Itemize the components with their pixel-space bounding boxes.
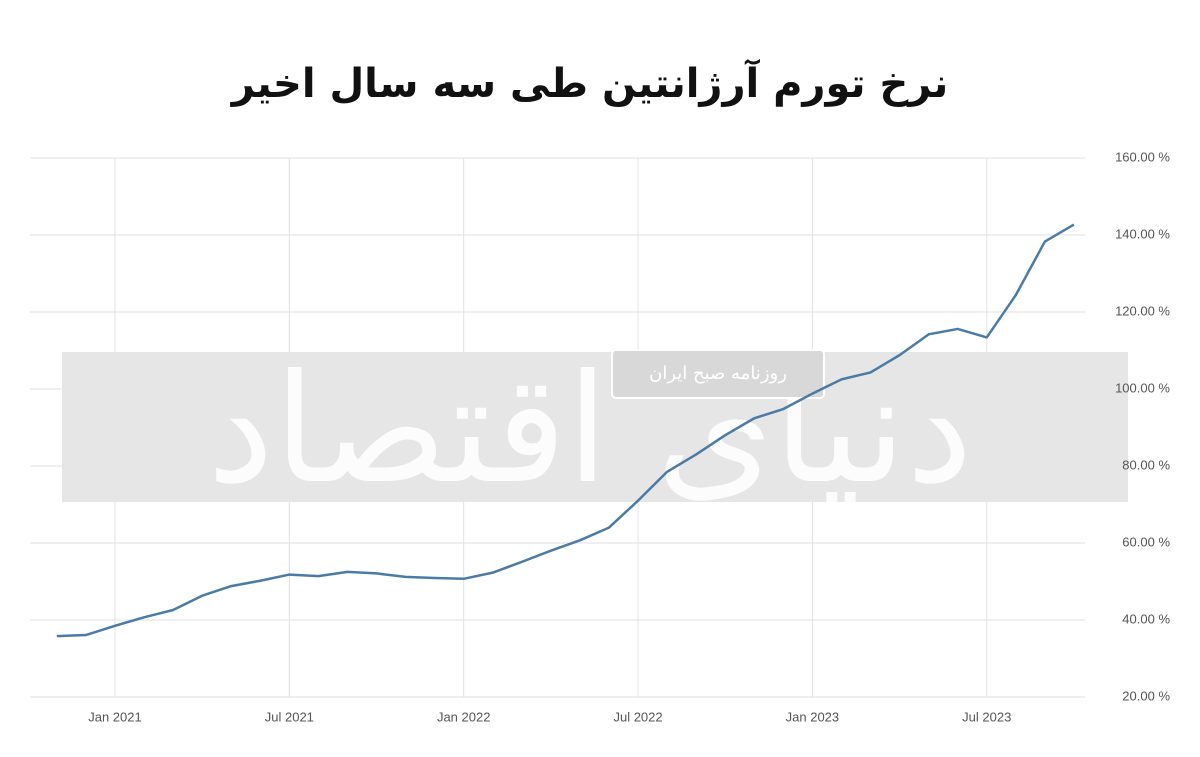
watermark-caption-box [611,349,825,399]
x-tick-label: Jul 2023 [962,709,1011,724]
x-tick-label: Jul 2021 [265,709,314,724]
y-tick-label: 80.00 % [1122,457,1170,472]
y-tick-label: 100.00 % [1115,380,1170,395]
x-tick-label: Jan 2021 [88,709,142,724]
watermark-band [62,352,1128,502]
x-tick-label: Jan 2022 [437,709,491,724]
x-tick-label: Jul 2022 [613,709,662,724]
y-tick-label: 160.00 % [1115,149,1170,164]
y-tick-label: 140.00 % [1115,226,1170,241]
chart-title: نرخ تورم آرژانتین طی سه سال اخیر [230,58,948,107]
data-line [56,223,1075,638]
y-tick-label: 60.00 % [1122,534,1170,549]
watermark-caption: روزنامه صبح ایران [649,363,787,384]
y-tick-label: 40.00 % [1122,611,1170,626]
x-tick-label: Jan 2023 [786,709,840,724]
y-tick-label: 120.00 % [1115,303,1170,318]
y-tick-label: 20.00 % [1122,688,1170,703]
watermark: دنیای اقتصاد [207,343,973,517]
